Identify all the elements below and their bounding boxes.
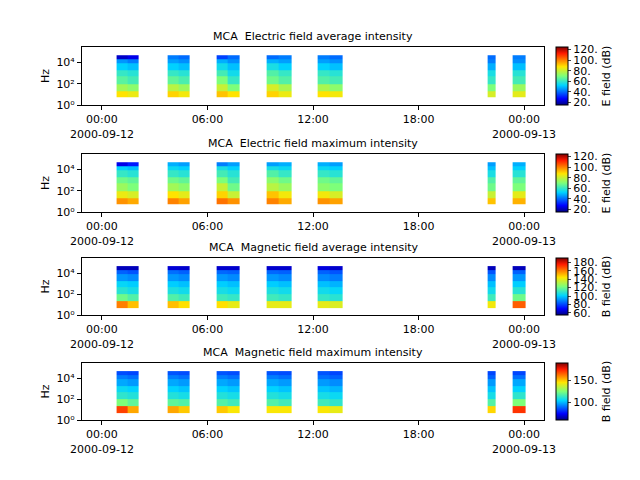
svg-text:80.: 80. [573, 298, 591, 311]
svg-text:Hz: Hz [39, 384, 52, 398]
svg-text:100.: 100. [573, 290, 598, 303]
svg-text:00:002000-09-12: 00:002000-09-12 [70, 113, 134, 140]
svg-text:10²: 10² [56, 393, 74, 406]
svg-text:00:002000-09-12: 00:002000-09-12 [70, 220, 134, 247]
svg-text:MCA Electric field maximum in: MCA Electric field maximum intensity [208, 137, 418, 150]
svg-text:18:00: 18:00 [403, 220, 435, 233]
svg-text:00:002000-09-12: 00:002000-09-12 [70, 428, 134, 455]
svg-text:00:002000-09-13: 00:002000-09-13 [492, 428, 556, 455]
svg-text:20.: 20. [573, 96, 591, 109]
svg-text:60.: 60. [573, 182, 591, 195]
svg-text:12:00: 12:00 [297, 113, 329, 126]
svg-text:100.: 100. [573, 161, 598, 174]
svg-text:140.: 140. [573, 273, 598, 286]
svg-text:06:00: 06:00 [192, 323, 224, 336]
svg-text:12:00: 12:00 [297, 220, 329, 233]
svg-text:06:00: 06:00 [192, 113, 224, 126]
svg-text:MCA Magnetic field average in: MCA Magnetic field average intensity [209, 241, 418, 254]
svg-text:00:002000-09-13: 00:002000-09-13 [492, 220, 556, 247]
svg-text:100.: 100. [573, 396, 598, 409]
svg-text:00:002000-09-13: 00:002000-09-13 [492, 323, 556, 350]
svg-text:40.: 40. [573, 86, 591, 99]
svg-text:180.: 180. [573, 256, 598, 269]
svg-text:10⁰: 10⁰ [56, 414, 75, 427]
svg-text:Hz: Hz [39, 69, 52, 83]
svg-text:12:00: 12:00 [297, 428, 329, 441]
svg-text:40.: 40. [573, 193, 591, 206]
svg-text:00:002000-09-13: 00:002000-09-13 [492, 113, 556, 140]
svg-text:60.: 60. [573, 307, 591, 320]
svg-text:60.: 60. [573, 75, 591, 88]
svg-text:80.: 80. [573, 65, 591, 78]
svg-text:10²: 10² [56, 78, 74, 91]
svg-text:12:00: 12:00 [297, 323, 329, 336]
svg-text:120.: 120. [573, 281, 598, 294]
svg-text:10⁰: 10⁰ [56, 206, 75, 219]
svg-text:Hz: Hz [39, 176, 52, 190]
svg-text:18:00: 18:00 [403, 428, 435, 441]
svg-text:80.: 80. [573, 172, 591, 185]
svg-text:160.: 160. [573, 265, 598, 278]
svg-text:06:00: 06:00 [192, 220, 224, 233]
svg-text:10⁴: 10⁴ [56, 56, 75, 69]
svg-text:MCA Electric field average in: MCA Electric field average intensity [213, 30, 413, 43]
svg-text:E field (dB): E field (dB) [600, 153, 613, 214]
svg-text:10⁰: 10⁰ [56, 309, 75, 322]
svg-text:100.: 100. [573, 54, 598, 67]
svg-text:120.: 120. [573, 150, 598, 163]
svg-text:10⁴: 10⁴ [56, 372, 75, 385]
svg-text:Hz: Hz [39, 279, 52, 293]
svg-text:10²: 10² [56, 185, 74, 198]
svg-text:MCA Magnetic field maximum in: MCA Magnetic field maximum intensity [203, 346, 423, 359]
svg-text:10⁴: 10⁴ [56, 163, 75, 176]
svg-text:E field (dB): E field (dB) [600, 46, 613, 107]
svg-text:10²: 10² [56, 288, 74, 301]
svg-text:B field (dB): B field (dB) [600, 256, 613, 317]
svg-text:00:002000-09-12: 00:002000-09-12 [70, 323, 134, 350]
svg-text:18:00: 18:00 [403, 323, 435, 336]
svg-text:10⁴: 10⁴ [56, 267, 75, 280]
svg-text:10⁰: 10⁰ [56, 99, 75, 112]
svg-text:20.: 20. [573, 203, 591, 216]
svg-text:18:00: 18:00 [403, 113, 435, 126]
svg-text:120.: 120. [573, 43, 598, 56]
svg-text:150.: 150. [573, 374, 598, 387]
svg-text:B field (dB): B field (dB) [600, 361, 613, 422]
svg-text:06:00: 06:00 [192, 428, 224, 441]
